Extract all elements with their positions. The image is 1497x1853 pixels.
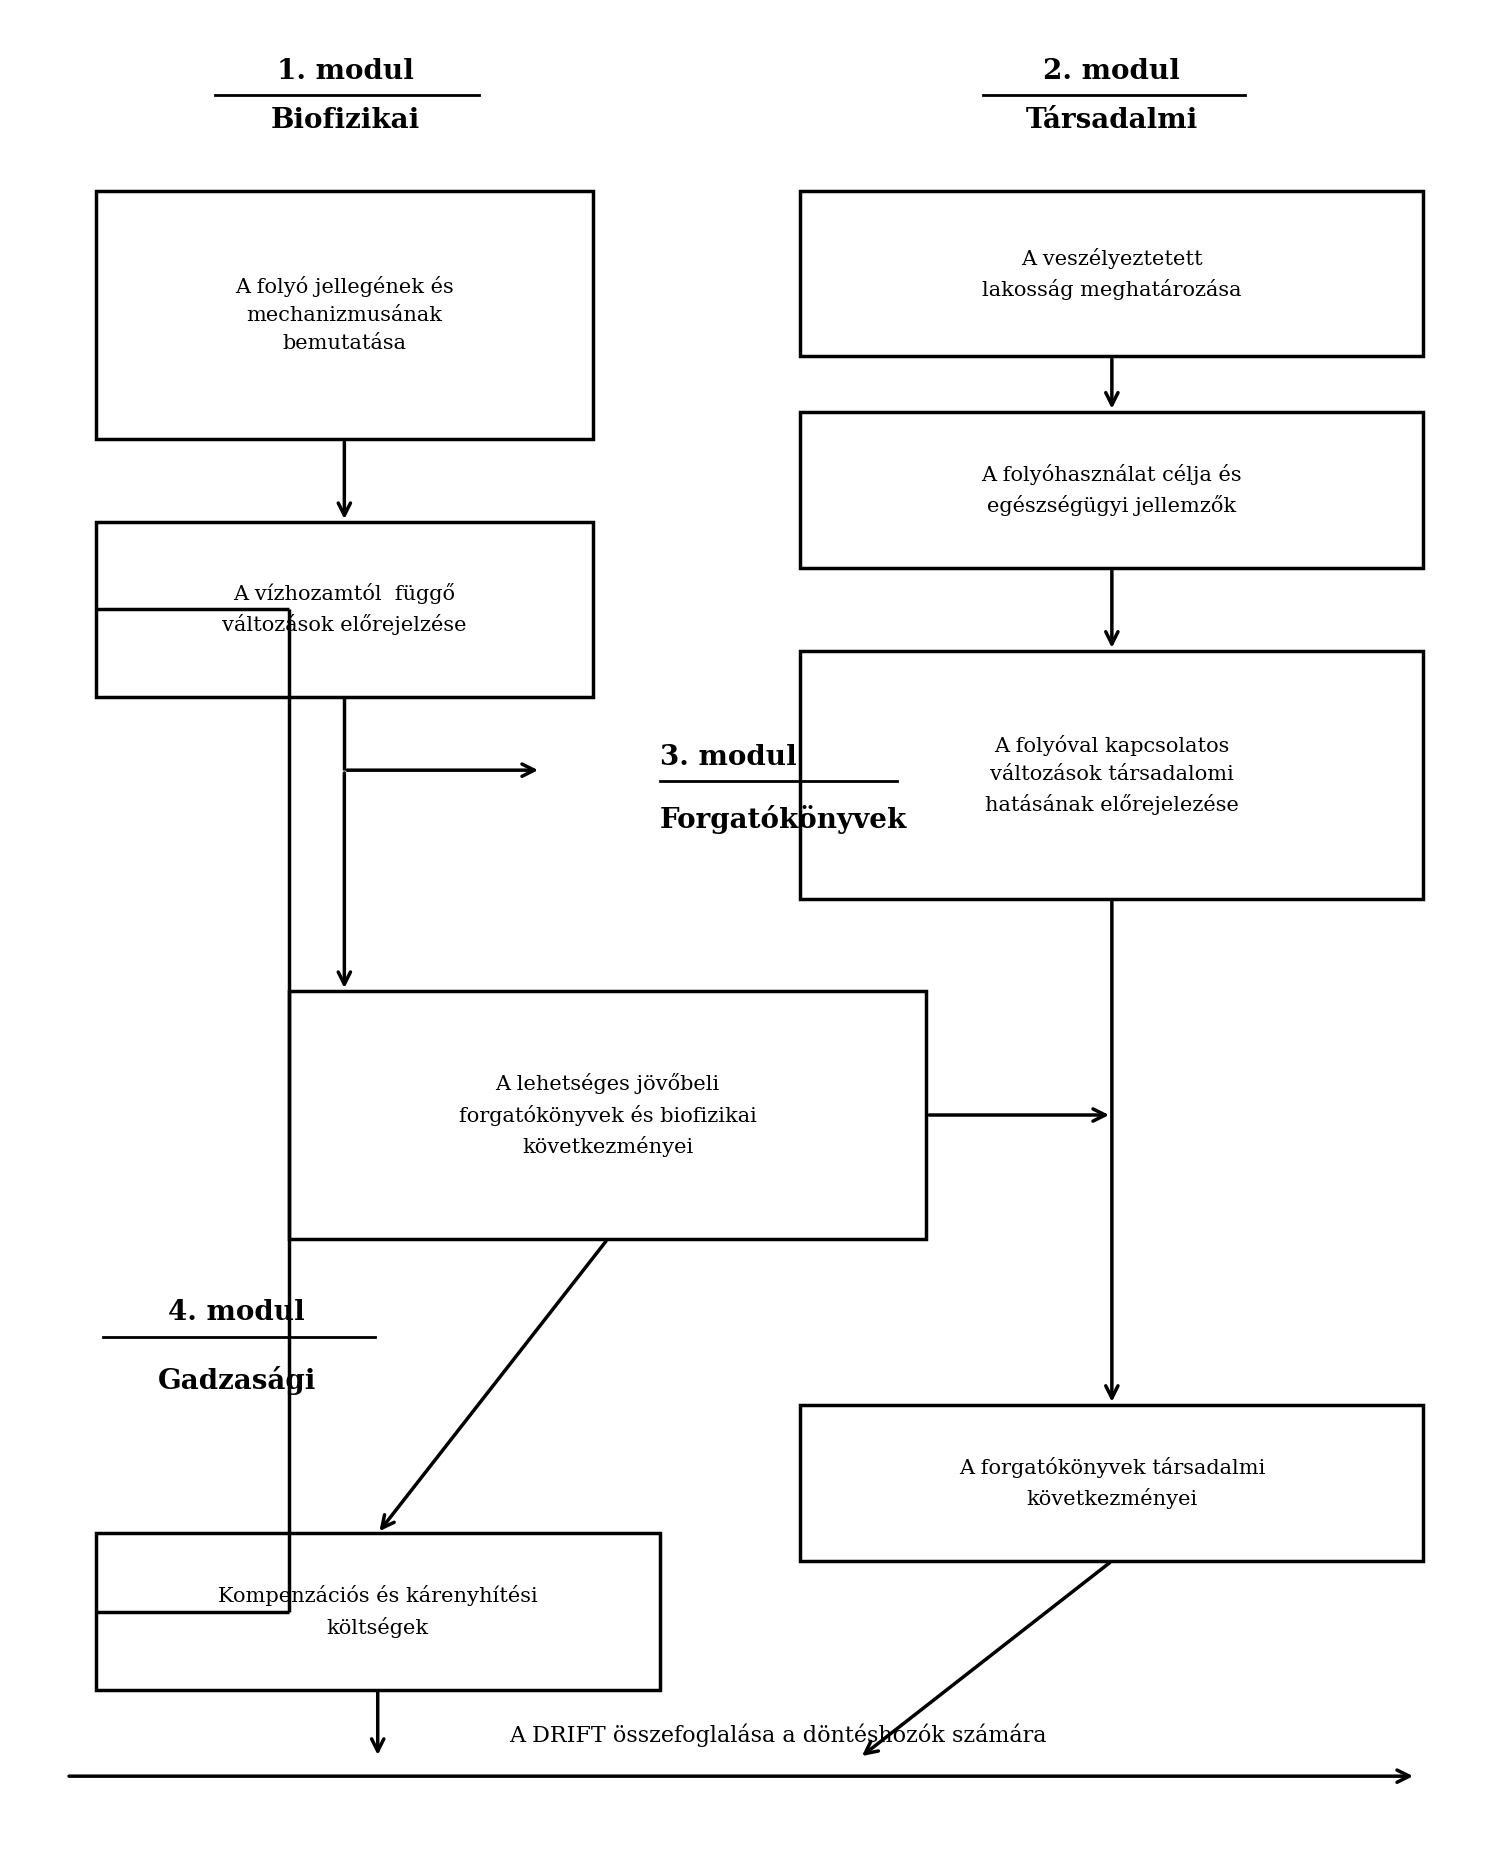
Text: 2. modul: 2. modul [1043, 57, 1180, 85]
Bar [96, 523, 593, 697]
Text: A forgatókönyvek társadalmi
következményei: A forgatókönyvek társadalmi következmény… [958, 1456, 1265, 1508]
Text: Kompenzációs és kárenyhítési
költségek: Kompenzációs és kárenyhítési költségek [219, 1586, 537, 1638]
Text: Gadzasági: Gadzasági [157, 1366, 316, 1395]
Text: A folyó jellegének és
mechanizmusának
bemutatása: A folyó jellegének és mechanizmusának be… [235, 276, 454, 354]
Bar [96, 191, 593, 439]
Text: Társadalmi: Társadalmi [1025, 107, 1198, 135]
Text: 3. modul: 3. modul [660, 743, 796, 771]
Text: A DRIFT összefoglalása a döntéshozók számára: A DRIFT összefoglalása a döntéshozók szá… [509, 1723, 1046, 1747]
Text: A veszélyeztetett
lakosság meghatározása: A veszélyeztetett lakosság meghatározása [982, 248, 1241, 300]
Bar [289, 991, 927, 1240]
Text: A folyóhasználat célja és
egészségügyi jellemzők: A folyóhasználat célja és egészségügyi j… [982, 463, 1243, 515]
Bar [801, 1405, 1424, 1560]
Bar [801, 650, 1424, 899]
Text: 4. modul: 4. modul [169, 1299, 305, 1327]
Text: Biofizikai: Biofizikai [271, 107, 419, 135]
Text: Forgatókönyvek: Forgatókönyvek [660, 806, 907, 834]
Bar [801, 191, 1424, 356]
Text: A lehetséges jövőbeli
forgatókönyvek és biofizikai
következményei: A lehetséges jövőbeli forgatókönyvek és … [458, 1073, 756, 1156]
Bar [96, 1534, 660, 1690]
Text: A folyóval kapcsolatos
változások társadalomi
hatásának előrejelezése: A folyóval kapcsolatos változások társad… [985, 734, 1240, 815]
Bar [801, 411, 1424, 567]
Text: A vízhozamtól  függő
változások előrejelzése: A vízhozamtól függő változások előrejelz… [222, 584, 467, 636]
Text: 1. modul: 1. modul [277, 57, 413, 85]
